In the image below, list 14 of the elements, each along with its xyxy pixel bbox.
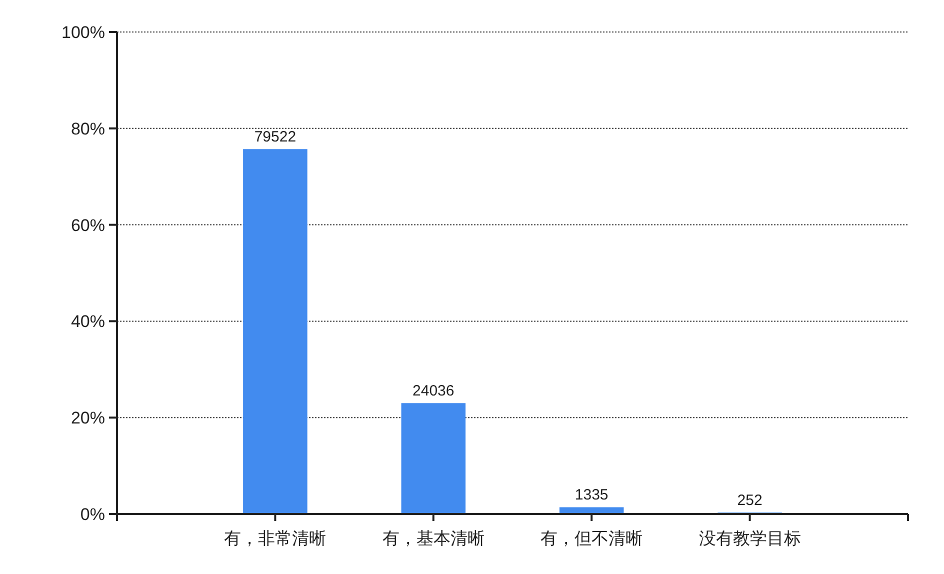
y-tick-label: 40% — [70, 312, 105, 332]
y-tick-label: 80% — [70, 119, 105, 138]
x-tick-label: 有，非常清晰 — [224, 529, 326, 548]
y-tick-label: 100% — [62, 23, 105, 42]
x-tick-label: 有，但不清晰 — [540, 529, 643, 548]
x-tick-label: 有，基本清晰 — [382, 529, 484, 548]
annotation: 79522 — [254, 128, 296, 146]
y-tick-label: 20% — [70, 408, 105, 428]
annotation: 252 — [737, 492, 762, 510]
annotation: 1335 — [574, 486, 608, 504]
annotation: 24036 — [412, 382, 454, 400]
x-tick-label: 没有教学目标 — [698, 529, 801, 548]
y-tick-label: 60% — [70, 216, 105, 235]
y-tick-label: 0% — [80, 505, 105, 524]
